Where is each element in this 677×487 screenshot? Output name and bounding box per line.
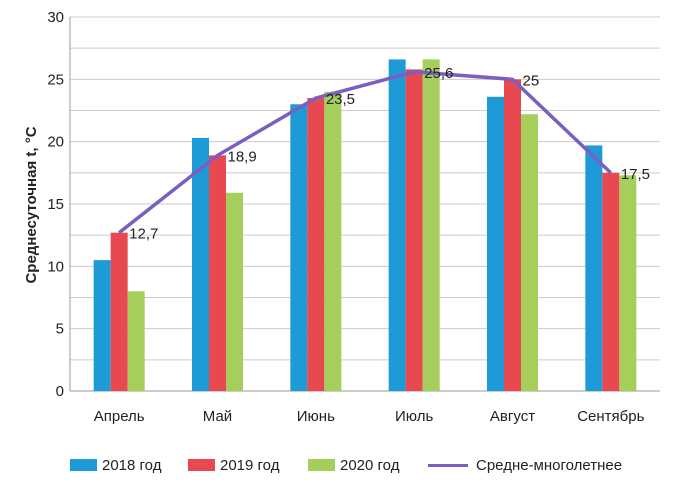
bar-2020-год-Август: [521, 114, 538, 392]
bar-2019-год-Апрель: [110, 232, 128, 391]
legend-label-average: Средне-многолетнее: [476, 456, 623, 474]
data-label: 23,5: [326, 91, 355, 108]
y-tick-label: 10: [47, 258, 64, 275]
bar-2020-год-Июнь: [324, 91, 342, 392]
legend-item-2018: 2018 год: [70, 453, 161, 477]
data-label: 25: [523, 72, 540, 89]
average-line-path: [118, 70, 613, 235]
x-tick-label: Июнь: [297, 408, 335, 425]
legend-label-2019: 2019 год: [220, 456, 280, 474]
data-label: 18,9: [228, 148, 257, 165]
legend-swatch-2020: [308, 459, 335, 471]
legend-swatch-2018: [70, 459, 97, 471]
x-tick-label: Май: [203, 408, 232, 425]
bar-2020-год-Май: [226, 192, 243, 391]
bar-2019-год-Сентябрь: [602, 172, 620, 391]
x-tick-label: Июль: [395, 408, 433, 425]
bar-2020-год-Апрель: [127, 291, 145, 391]
bar-2018-год-Июль: [388, 59, 406, 392]
y-axis-label: Среднесуточная t, °C: [23, 126, 40, 283]
legend-item-average: Средне-многолетнее: [428, 453, 622, 477]
data-labels: 12,7 18,9 23,5 25,6 25 17,5: [129, 65, 650, 243]
y-tick-label: 30: [47, 9, 64, 26]
bar-2019-год-Июль: [405, 69, 423, 392]
bar-2018-год-Апрель: [93, 260, 111, 391]
bar-2018-год-Сентябрь: [585, 145, 603, 391]
bar-2018-год-Июнь: [290, 104, 308, 392]
bar-2019-год-Август: [504, 79, 521, 391]
bar-2020-год-Сентябрь: [619, 175, 637, 391]
data-label: 12,7: [129, 226, 158, 243]
average-line: [118, 70, 613, 235]
x-tick-labels: Апрель Май Июнь Июль Август Сентябрь: [94, 408, 645, 425]
y-tick-label: 25: [47, 71, 64, 88]
bar-2020-год-Июль: [422, 59, 440, 392]
bar-2019-год-Июнь: [307, 98, 325, 392]
legend-item-2019: 2019 год: [188, 453, 279, 477]
x-tick-label: Август: [490, 408, 535, 425]
y-tick-label: 0: [56, 383, 64, 400]
legend: 2018 год 2019 год 2020 год Средне-многол…: [0, 453, 677, 477]
legend-item-2020: 2020 год: [308, 453, 399, 477]
x-tick-label: Апрель: [94, 408, 145, 425]
bar-2019-год-Май: [209, 155, 226, 391]
data-label: 17,5: [621, 166, 650, 183]
legend-label-2020: 2020 год: [340, 456, 400, 474]
x-tick-label: Сентябрь: [577, 408, 644, 425]
bars: [93, 59, 637, 392]
gridlines: [69, 16, 660, 392]
data-label: 25,6: [424, 65, 453, 82]
y-tick-label: 20: [47, 134, 64, 151]
bar-2018-год-Август: [487, 96, 504, 391]
bar-2018-год-Май: [192, 137, 209, 391]
y-tick-labels: 0 5 10 15 20 25 30: [47, 9, 64, 400]
legend-line-average: [428, 463, 468, 467]
y-tick-label: 15: [47, 196, 64, 213]
legend-label-2018: 2018 год: [102, 456, 162, 474]
y-tick-label: 5: [56, 321, 64, 338]
legend-swatch-2019: [188, 459, 215, 471]
